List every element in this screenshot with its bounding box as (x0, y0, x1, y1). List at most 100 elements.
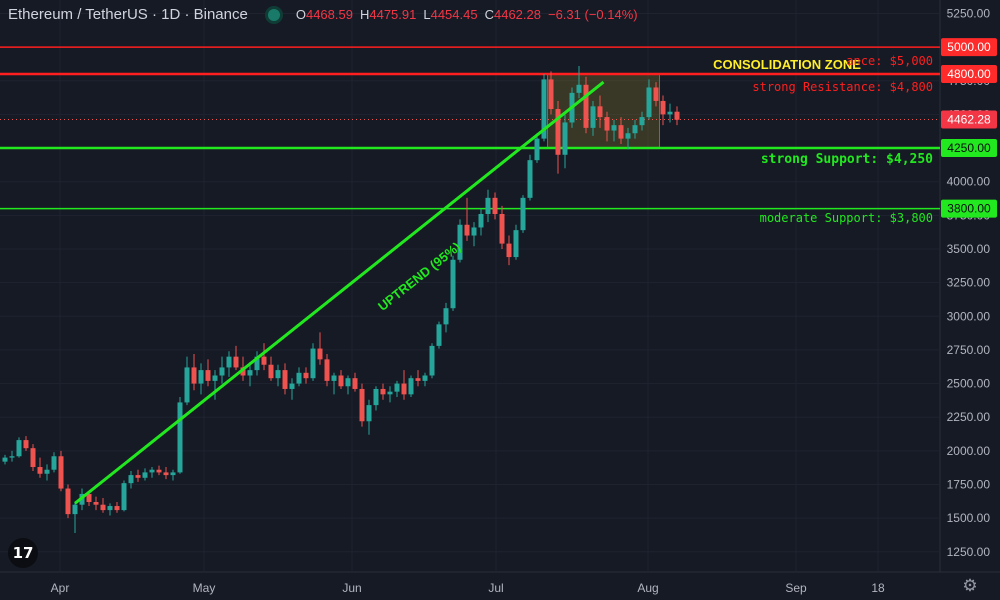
candle-body (149, 469, 155, 473)
y-tick-label: 5250.00 (947, 6, 991, 20)
candle-body (44, 469, 50, 474)
candle-body (121, 483, 127, 511)
level-label: ance: $5,000 (846, 54, 933, 68)
x-tick-label: May (193, 581, 216, 595)
candle-body (625, 133, 631, 139)
candle-body (373, 388, 379, 406)
candle-body (464, 224, 470, 236)
candle-body (254, 356, 260, 371)
y-tick-label: 3250.00 (947, 276, 991, 290)
candle-body (401, 383, 407, 395)
candle-body (275, 370, 281, 379)
x-tick-label: 18 (871, 581, 885, 595)
candle-body (541, 79, 547, 139)
candle-body (408, 378, 414, 395)
candle-body (457, 224, 463, 260)
candle-body (93, 502, 99, 505)
candle-body (310, 348, 316, 379)
candle-body (352, 378, 358, 389)
y-tick-label: 2500.00 (947, 377, 991, 391)
candle-body (471, 227, 477, 236)
price-tag-label: 4250.00 (947, 141, 991, 155)
candle-body (450, 259, 456, 309)
candle-body (667, 111, 673, 115)
open-label: O (295, 7, 306, 22)
price-levels (0, 46, 940, 210)
y-tick-label: 2750.00 (947, 343, 991, 357)
candle-body (562, 122, 568, 155)
candle-body (548, 79, 554, 110)
candle-body (317, 348, 323, 360)
candle-body (646, 87, 652, 118)
candle-body (261, 356, 267, 365)
candle-body (513, 230, 519, 258)
x-tick-label: Jul (488, 581, 503, 595)
candle-body (135, 475, 141, 478)
candle-body (184, 367, 190, 403)
candle-body (72, 504, 78, 515)
candle-body (534, 138, 540, 161)
candle-body (163, 472, 169, 476)
candle-body (660, 100, 666, 115)
candle-body (387, 391, 393, 395)
candle-body (142, 472, 148, 478)
candle-body (219, 367, 225, 376)
candle-body (492, 197, 498, 214)
candle-body (191, 367, 197, 384)
candle-body (611, 125, 617, 131)
price-tag-label: 3800.00 (947, 202, 991, 216)
candle-body (345, 378, 351, 387)
price-tag (941, 110, 997, 129)
candle-body (86, 493, 92, 503)
candle-body (653, 87, 659, 101)
candle-body (331, 375, 337, 381)
symbol-title[interactable]: Ethereum / TetherUS · 1D · Binance (8, 6, 248, 23)
candle-body (380, 388, 386, 395)
candle-body (618, 125, 624, 139)
high-label: H (359, 7, 370, 22)
candle-body (9, 456, 15, 458)
candle-body (555, 109, 561, 155)
candle-body (30, 448, 36, 468)
candle-body (359, 388, 365, 422)
candle-body (114, 506, 120, 511)
x-tick-label: Aug (637, 581, 658, 595)
ohlc-readout: O4468.59 H4475.91 L4454.45 C4462.28 −6.3… (296, 7, 638, 22)
close-value: 4462.28 (493, 7, 541, 22)
candle-body (576, 84, 582, 93)
candle-body (422, 375, 428, 381)
change-value: −6.31 (−0.14%) (547, 7, 638, 22)
time-axis: Apr May Jun Jul Aug Sep 18 (51, 581, 885, 595)
candle-body (2, 457, 8, 462)
candle-body (247, 370, 253, 376)
candle-body (632, 125, 638, 134)
price-tag (941, 139, 997, 158)
low-label: L (423, 7, 431, 22)
candle-body (240, 367, 246, 376)
candle-body (233, 356, 239, 368)
candle-body (100, 504, 106, 511)
price-tag (941, 65, 997, 84)
x-tick-label: Jun (342, 581, 361, 595)
y-tick-label: 2250.00 (947, 410, 991, 424)
level-label: strong Resistance: $4,800 (752, 80, 933, 94)
candle-body (485, 197, 491, 214)
y-tick-label: 2000.00 (947, 444, 991, 458)
y-tick-label: 1750.00 (947, 478, 991, 492)
tradingview-logo-icon[interactable]: 17 (8, 538, 38, 568)
candle-body (65, 488, 71, 515)
candles (2, 65, 680, 533)
candle-body (177, 402, 183, 473)
candle-body (674, 111, 680, 120)
candle-body (499, 213, 505, 244)
price-tag (941, 199, 997, 218)
open-value: 4468.59 (305, 7, 353, 22)
chart-header: Ethereum / TetherUS · 1D · Binance O4468… (8, 6, 638, 23)
candle-body (296, 372, 302, 384)
gear-icon[interactable]: ⚙ (962, 576, 978, 595)
candle-body (324, 359, 330, 381)
candle-body (282, 370, 288, 389)
high-value: 4475.91 (369, 7, 417, 22)
